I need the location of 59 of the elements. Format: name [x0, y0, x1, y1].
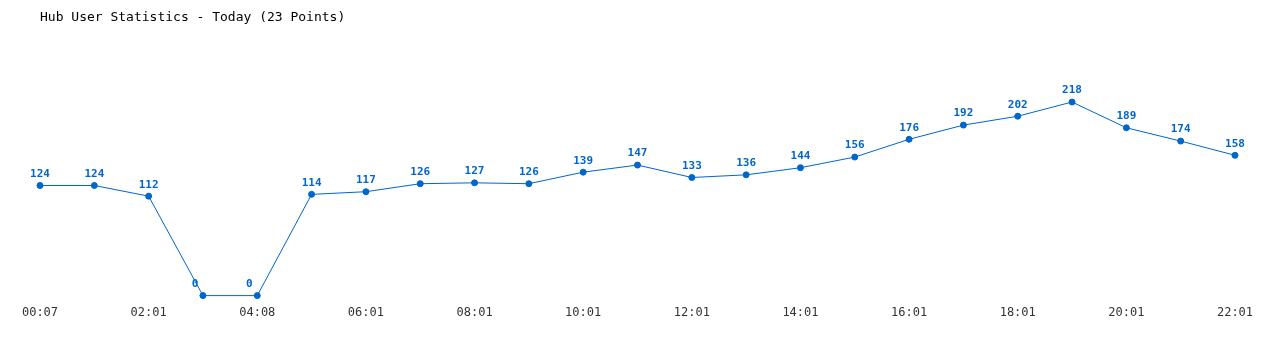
point	[1014, 112, 1022, 120]
data-label: 0	[245, 276, 253, 290]
point	[905, 135, 913, 143]
data-label: 117	[355, 173, 376, 187]
x-tick-label: 16:01	[891, 304, 928, 319]
point	[416, 180, 424, 188]
point	[579, 168, 587, 176]
x-tick-label: 04:08	[239, 304, 276, 319]
x-tick-label: 02:01	[130, 304, 167, 319]
data-label: 124	[84, 166, 105, 180]
point	[1231, 151, 1239, 159]
point	[199, 292, 207, 300]
data-label: 144	[790, 149, 811, 163]
point	[145, 192, 153, 200]
data-label: 136	[736, 156, 757, 170]
point	[90, 181, 98, 189]
data-label: 114	[301, 175, 322, 189]
point	[36, 181, 44, 189]
point	[1122, 124, 1130, 132]
data-label: 126	[518, 165, 540, 179]
point	[959, 121, 967, 129]
data-label: 147	[627, 146, 648, 160]
point	[742, 171, 750, 179]
point	[1068, 98, 1076, 106]
point	[634, 161, 641, 169]
point	[1177, 137, 1185, 145]
point	[851, 153, 859, 161]
data-label: 156	[844, 138, 866, 152]
data-label: 192	[953, 106, 974, 120]
x-tick-label: 08:01	[456, 304, 493, 319]
data-label: 112	[138, 177, 159, 191]
data-label: 126	[410, 165, 431, 179]
x-tick-label: 06:01	[347, 304, 384, 319]
data-label: 174	[1170, 122, 1191, 136]
point	[525, 180, 533, 188]
data-label: 0	[191, 276, 199, 290]
chart-title: Hub User Statistics - Today (23 Points)	[40, 9, 346, 25]
data-label: 139	[573, 153, 594, 167]
data-label: 202	[1007, 97, 1028, 111]
x-tick-label: 14:01	[782, 304, 819, 319]
data-label: 127	[464, 164, 485, 178]
x-tick-label: 10:01	[565, 304, 602, 319]
data-label: 218	[1062, 83, 1082, 97]
point	[796, 164, 804, 172]
data-label: 176	[899, 120, 920, 134]
x-tick-label: 12:01	[673, 304, 710, 319]
point	[471, 179, 479, 187]
data-label: 158	[1225, 136, 1245, 150]
point	[308, 190, 316, 198]
point	[253, 292, 261, 300]
x-tick-label: 00:07	[21, 304, 59, 319]
data-label: 133	[681, 158, 702, 172]
x-tick-label: 20:01	[1108, 304, 1145, 319]
x-tick-label: 22:01	[1216, 304, 1254, 319]
data-label: 189	[1116, 109, 1137, 123]
point	[688, 174, 696, 181]
x-tick-label: 18:01	[999, 304, 1036, 319]
data-label: 124	[30, 166, 51, 180]
point	[362, 188, 370, 196]
